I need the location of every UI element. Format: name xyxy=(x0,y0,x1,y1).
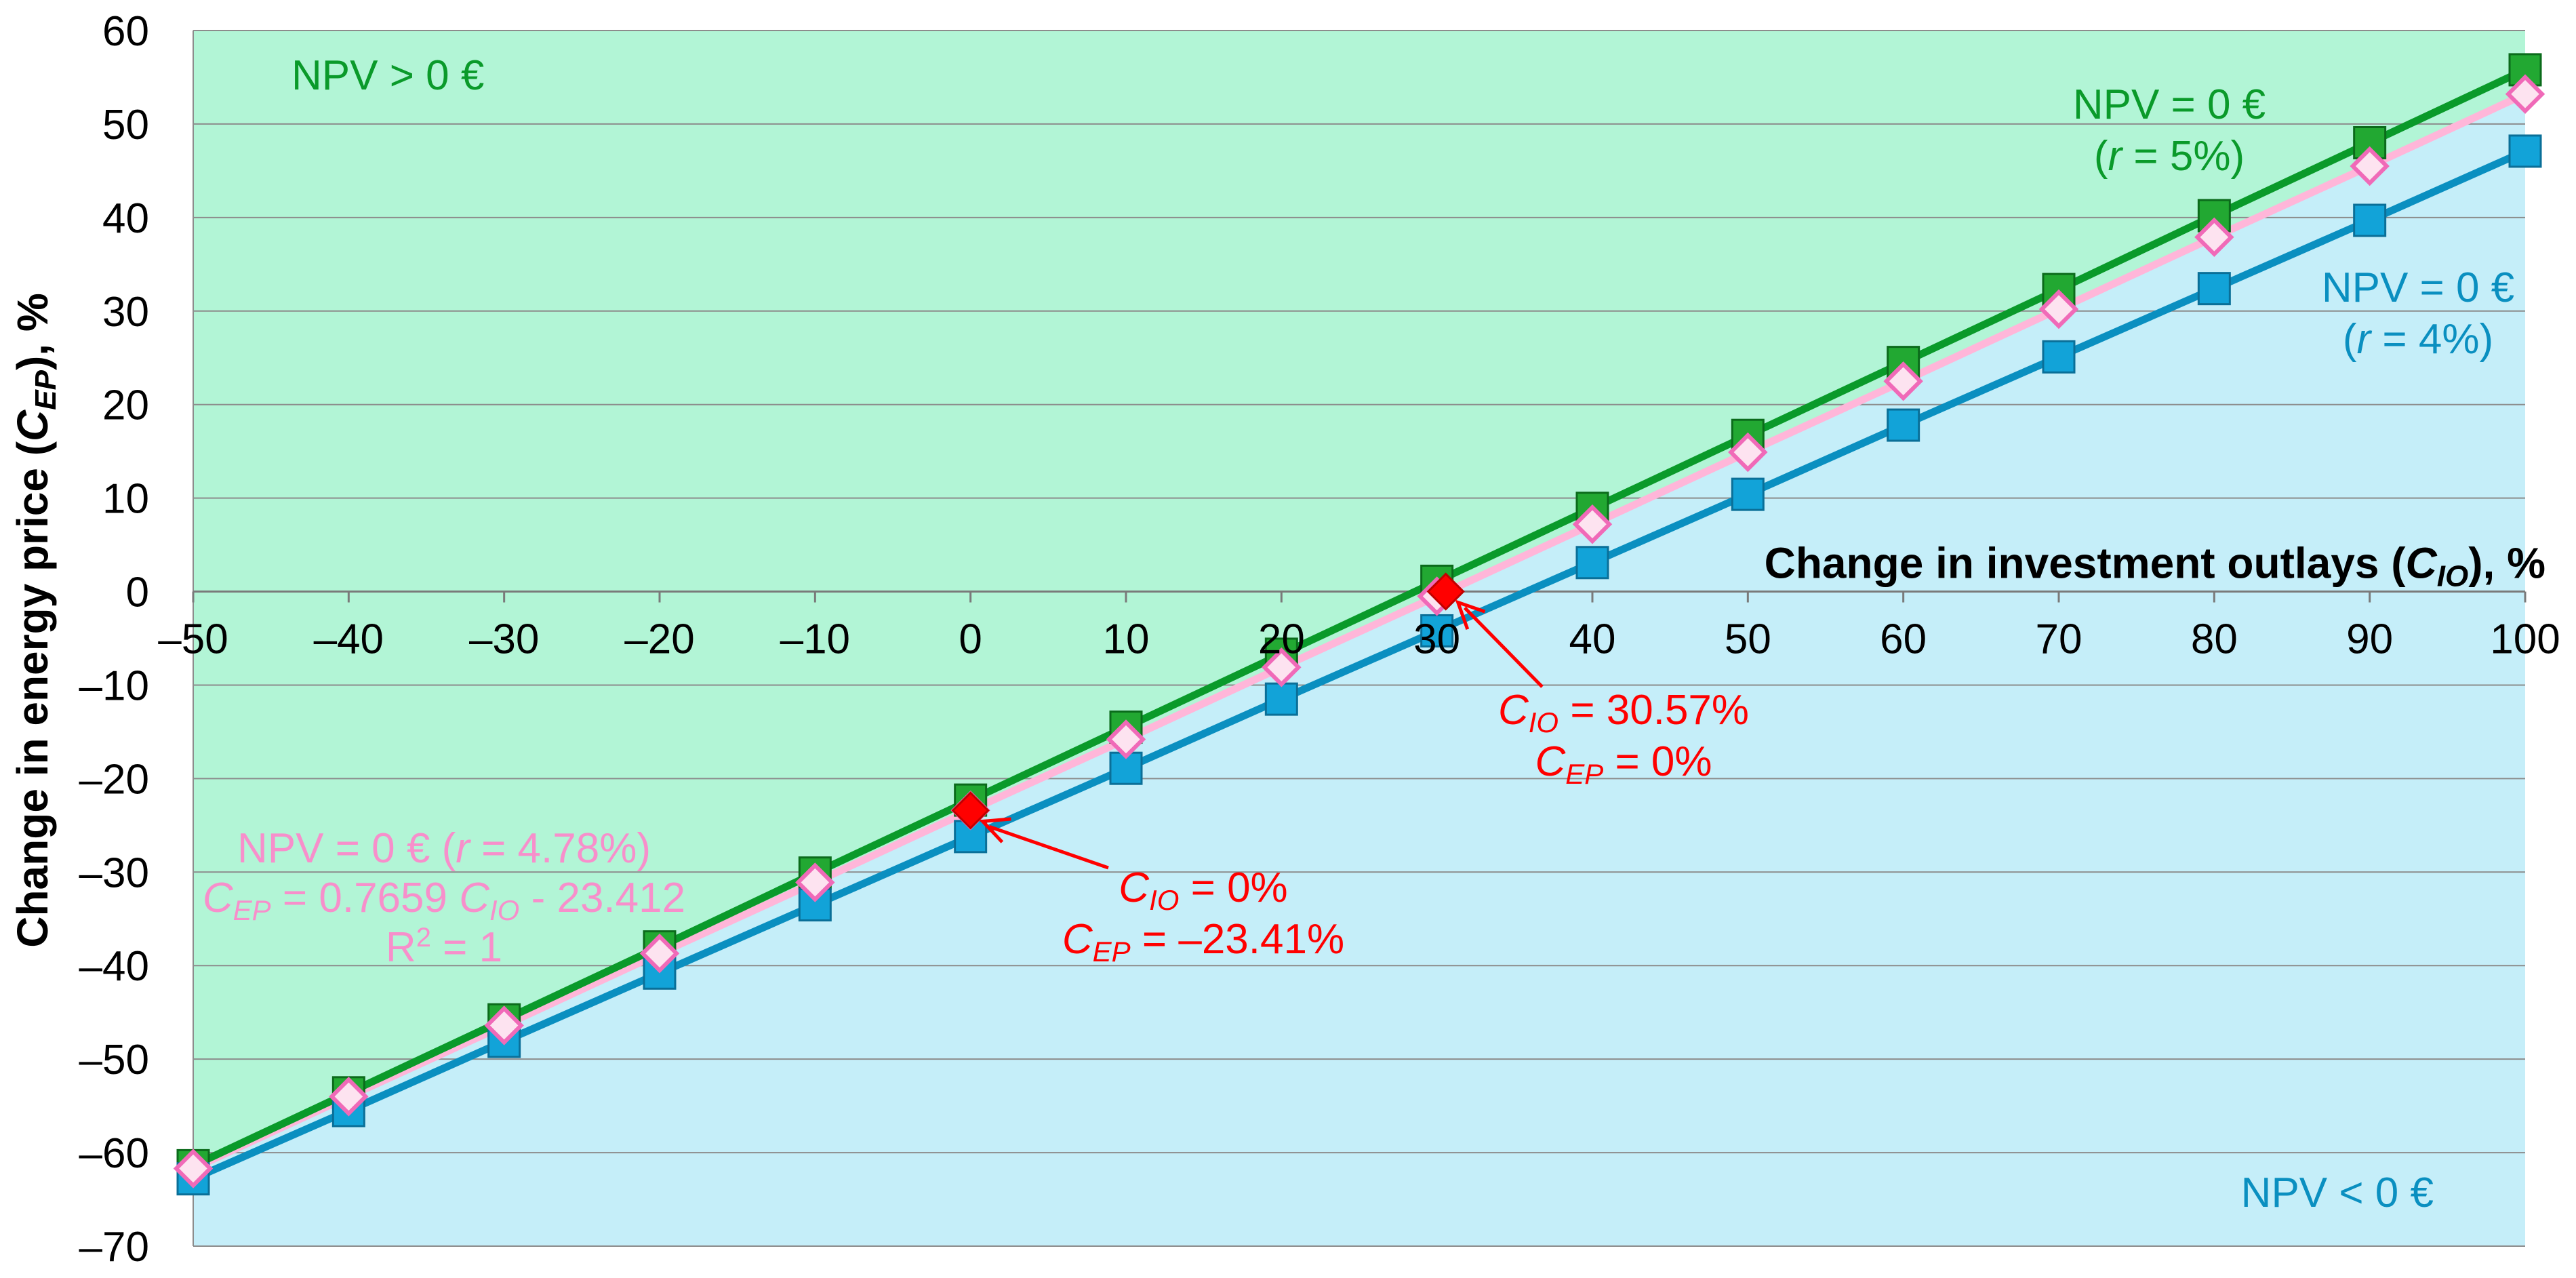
chart-text-labels: Change in investment outlays (CIO), % Cha… xyxy=(8,52,2545,1216)
x-tick-label: –20 xyxy=(624,616,694,663)
chart-gridlines xyxy=(192,30,2527,1247)
x-tick-label: –50 xyxy=(158,616,228,663)
region-label: NPV > 0 € xyxy=(291,52,484,99)
x-tick-label: 0 xyxy=(959,616,982,663)
x-tick-label: 60 xyxy=(1880,616,1927,663)
x-axis-title: Change in investment outlays (CIO), % xyxy=(1765,539,2545,593)
data-point xyxy=(173,1149,214,1189)
series-label: (r = 5%) xyxy=(2094,133,2245,180)
y-tick-label: –70 xyxy=(79,1224,149,1271)
x-tick-label: –10 xyxy=(780,616,850,663)
y-tick-label: –20 xyxy=(79,756,149,803)
x-tick-label: 90 xyxy=(2346,616,2393,663)
data-point xyxy=(1106,719,1146,759)
data-point xyxy=(1262,647,1302,687)
y-tick-label: 40 xyxy=(102,195,149,242)
highlight-point xyxy=(951,791,990,830)
annotation-label: CIO = 30.57% xyxy=(1498,687,1749,738)
annotation-arrowhead xyxy=(1455,599,1486,630)
data-point xyxy=(795,862,835,902)
data-point xyxy=(1887,408,1920,442)
data-point xyxy=(2353,203,2387,237)
y-tick-label: 30 xyxy=(102,289,149,336)
series-line xyxy=(191,147,2527,1182)
region-npv-negative xyxy=(193,94,2525,1246)
x-tick-label: –30 xyxy=(469,616,539,663)
chart-annotations: CIO = 0%CEP = –23.41% CIO = 30.57%CEP = 0… xyxy=(979,599,1749,967)
x-tick-label: 40 xyxy=(1569,616,1616,663)
annotation-arrow xyxy=(988,825,1109,870)
chart-series-lines xyxy=(191,66,2527,1182)
y-tick-label: 60 xyxy=(102,8,149,55)
annotation-arrow xyxy=(1463,606,1544,688)
x-tick-labels: –50 –40 –30 –20 –10 0 10 20 30 40 50 60 70 80 90 100 xyxy=(158,616,2560,663)
x-tick-label: 30 xyxy=(1413,616,1460,663)
data-point xyxy=(2350,146,2390,186)
data-point xyxy=(1728,432,1768,473)
data-point xyxy=(1731,477,1765,511)
x-tick-label: 20 xyxy=(1258,616,1305,663)
series-label: NPV = 0 € xyxy=(2322,264,2514,311)
x-tick-label: 70 xyxy=(2036,616,2082,663)
series-line xyxy=(191,90,2527,1172)
data-point xyxy=(2194,217,2234,258)
data-point xyxy=(2505,74,2545,115)
data-point xyxy=(2038,289,2079,330)
series-label: NPV = 0 € xyxy=(2073,81,2266,128)
data-point xyxy=(1572,504,1613,544)
y-tick-label: 10 xyxy=(102,476,149,523)
y-tick-label: –50 xyxy=(79,1037,149,1083)
annotation-label: CEP = –23.41% xyxy=(1062,916,1344,967)
y-tick-label: –40 xyxy=(79,943,149,990)
data-point xyxy=(1883,361,1923,401)
annotation-label: CIO = 0% xyxy=(1119,864,1287,916)
y-tick-label: –10 xyxy=(79,662,149,709)
chart-regions xyxy=(193,31,2525,1246)
data-point xyxy=(639,934,680,974)
series-line xyxy=(191,66,2527,1170)
y-axis-title: Change in energy price (CEP), % xyxy=(8,293,62,948)
annotation-arrowhead xyxy=(979,817,1011,843)
data-point xyxy=(1575,546,1609,580)
data-point xyxy=(329,1077,369,1117)
y-tick-label: 50 xyxy=(102,102,149,148)
y-tick-labels: 60 50 40 30 20 10 0 –10 –20 –30 –40 –50 –60 –70 xyxy=(79,8,149,1271)
data-point xyxy=(2042,340,2076,374)
data-point xyxy=(2197,272,2231,306)
y-tick-label: 0 xyxy=(126,570,149,616)
series-label: (r = 4%) xyxy=(2343,316,2493,363)
data-point xyxy=(1420,614,1454,647)
y-tick-label: –60 xyxy=(79,1130,149,1177)
x-tick-label: 80 xyxy=(2191,616,2238,663)
data-point xyxy=(2508,134,2542,168)
y-tick-label: –30 xyxy=(79,850,149,896)
x-tick-label: 10 xyxy=(1103,616,1150,663)
data-point xyxy=(1264,682,1298,716)
annotation-label: CEP = 0% xyxy=(1535,738,1712,790)
r-squared-label: R2 = 1 xyxy=(386,923,502,971)
x-tick-label: 100 xyxy=(2490,616,2560,663)
trendline-equation: CEP = 0.7659 CIO - 23.412 xyxy=(203,875,685,926)
x-tick-label: 50 xyxy=(1725,616,1771,663)
series-label: NPV = 0 € (r = 4.78%) xyxy=(237,825,651,872)
region-npv-positive xyxy=(193,31,2525,1169)
y-tick-label: 20 xyxy=(102,382,149,429)
region-label: NPV < 0 € xyxy=(2241,1170,2434,1216)
highlight-point xyxy=(1426,572,1465,611)
chart-markers xyxy=(173,53,2545,1196)
x-tick-label: –40 xyxy=(314,616,384,663)
data-point xyxy=(484,1005,524,1045)
